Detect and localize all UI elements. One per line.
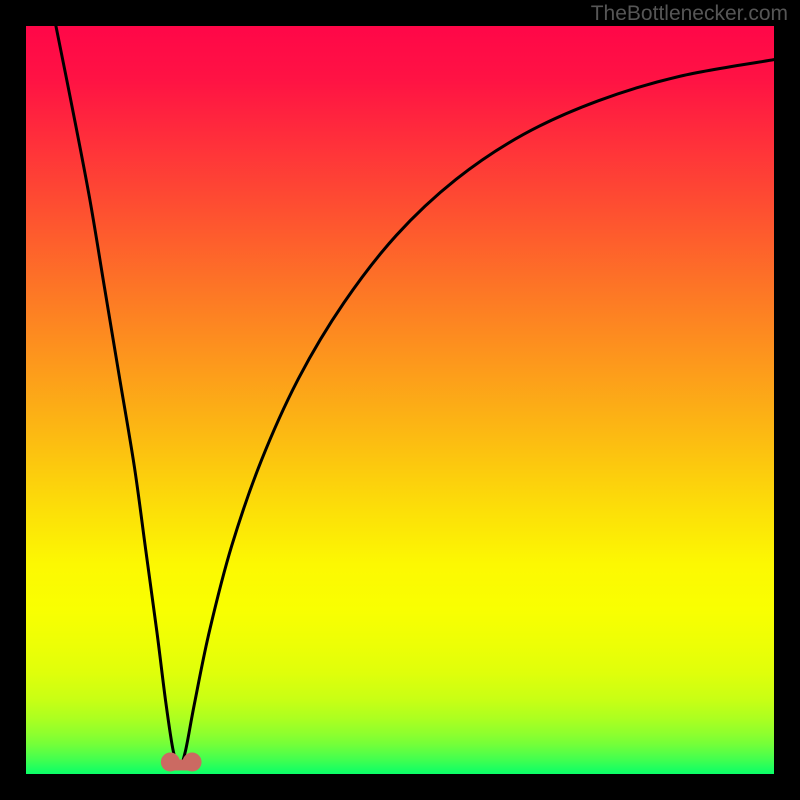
plot-background — [26, 26, 774, 774]
chart-frame: TheBottlenecker.com — [0, 0, 800, 800]
chart-svg — [0, 0, 800, 800]
marker-dot — [161, 753, 180, 772]
watermark-text: TheBottlenecker.com — [591, 2, 788, 26]
marker-dot — [183, 753, 202, 772]
